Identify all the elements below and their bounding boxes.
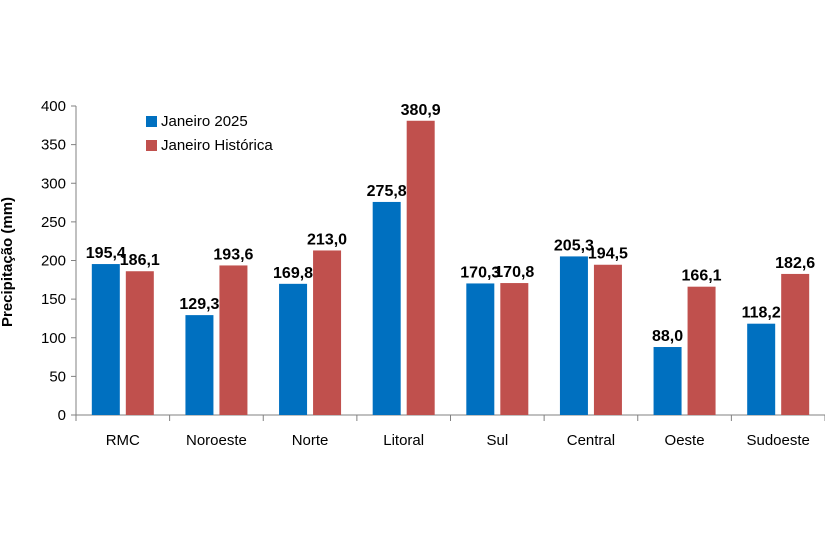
y-tick-label: 50 <box>49 368 66 385</box>
legend-swatch <box>146 140 157 151</box>
bar <box>687 286 716 415</box>
x-category-label: Noroeste <box>186 432 247 449</box>
y-tick-label: 0 <box>58 407 66 424</box>
y-tick-label: 350 <box>41 137 66 154</box>
data-label: 205,3 <box>554 237 594 254</box>
data-label: 166,1 <box>682 268 722 285</box>
x-category-label: Central <box>567 432 615 449</box>
data-label: 88,0 <box>652 328 683 345</box>
x-category-label: Oeste <box>665 432 705 449</box>
y-tick-label: 400 <box>41 98 66 115</box>
data-label: 186,1 <box>120 252 160 269</box>
bars <box>91 120 810 415</box>
bar <box>125 271 154 415</box>
x-category-label: Sudoeste <box>746 432 809 449</box>
y-tick-label: 100 <box>41 330 66 347</box>
data-labels: 195,4 129,3 169,8 275,8 170,3 205,3 88,0 118,2 1… <box>86 102 816 345</box>
y-axis: 0 50 100 150 200 250 300 350 400 <box>41 98 77 424</box>
data-label: 194,5 <box>588 246 628 263</box>
bar <box>219 265 248 415</box>
bar <box>372 201 401 415</box>
data-label: 193,6 <box>213 246 253 263</box>
bar <box>406 120 435 415</box>
x-category-label: Norte <box>292 432 329 449</box>
legend-label: Janeiro Histórica <box>161 137 273 154</box>
data-label: 129,3 <box>179 296 219 313</box>
y-tick-label: 250 <box>41 214 66 231</box>
data-label: 170,3 <box>460 264 500 281</box>
bar <box>500 283 529 415</box>
legend: Janeiro 2025 Janeiro Histórica <box>146 113 273 154</box>
bar <box>593 264 622 415</box>
bar <box>313 250 342 415</box>
data-label: 380,9 <box>401 102 441 119</box>
bar <box>559 256 588 415</box>
legend-label: Janeiro 2025 <box>161 113 248 130</box>
x-category-label: RMC <box>106 432 140 449</box>
x-axis: RMC Noroeste Norte Litoral Sul Central Oeste Su… <box>75 414 825 449</box>
bar <box>747 323 776 415</box>
y-tick-label: 150 <box>41 291 66 308</box>
y-tick-label: 300 <box>41 175 66 192</box>
data-label: 213,0 <box>307 231 347 248</box>
bar <box>279 283 308 415</box>
bar <box>91 264 120 415</box>
data-label: 170,8 <box>494 264 534 281</box>
bar <box>781 273 810 415</box>
data-label: 118,2 <box>742 305 781 322</box>
bar <box>466 283 495 415</box>
data-label: 275,8 <box>367 183 407 200</box>
x-category-label: Litoral <box>383 432 424 449</box>
x-category-label: Sul <box>486 432 508 449</box>
data-label: 169,8 <box>273 265 313 282</box>
data-label: 182,6 <box>775 255 815 272</box>
data-label: 195,4 <box>86 245 126 262</box>
y-tick-label: 200 <box>41 253 66 270</box>
y-axis-title: Precipitação (mm) <box>0 197 16 327</box>
bar <box>185 315 214 415</box>
bar <box>653 347 682 415</box>
legend-swatch <box>146 116 157 127</box>
